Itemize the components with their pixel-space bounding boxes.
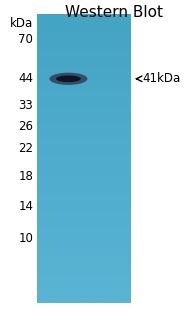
Text: 14: 14 bbox=[18, 200, 33, 213]
Text: 18: 18 bbox=[18, 170, 33, 183]
Text: 26: 26 bbox=[18, 120, 33, 133]
Text: 44: 44 bbox=[18, 72, 33, 85]
Text: 33: 33 bbox=[18, 99, 33, 112]
Text: kDa: kDa bbox=[10, 17, 33, 30]
Text: 22: 22 bbox=[18, 142, 33, 155]
Ellipse shape bbox=[56, 75, 81, 82]
Text: 10: 10 bbox=[18, 232, 33, 245]
Text: 41kDa: 41kDa bbox=[142, 72, 181, 85]
Ellipse shape bbox=[49, 73, 87, 85]
Text: 70: 70 bbox=[18, 33, 33, 46]
Text: Western Blot: Western Blot bbox=[65, 5, 163, 20]
